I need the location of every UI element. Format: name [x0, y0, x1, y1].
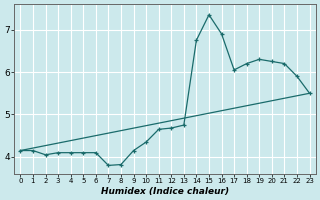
X-axis label: Humidex (Indice chaleur): Humidex (Indice chaleur) — [101, 187, 229, 196]
